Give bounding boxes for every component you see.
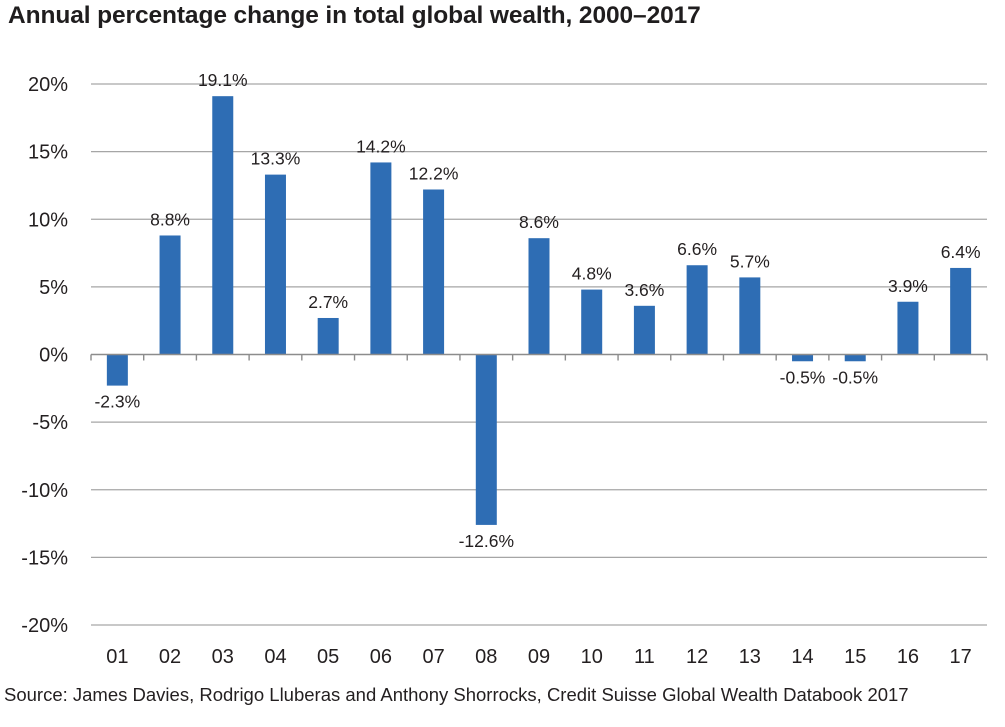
data-label: 19.1% [198, 70, 248, 90]
x-tick-label: 15 [844, 646, 866, 668]
data-label: 3.6% [624, 280, 664, 300]
data-label: 6.6% [677, 239, 717, 259]
y-tick-label: 0% [39, 345, 68, 367]
bar [159, 235, 181, 355]
x-tick-label: 01 [106, 646, 128, 668]
data-label: 8.8% [150, 209, 190, 229]
y-axis-tick-labels: 20% 15% 10% 5% 0% -5% -10% -15% -20% [21, 74, 68, 637]
data-label: 6.4% [941, 242, 981, 262]
bar [370, 162, 392, 355]
x-tick-label: 07 [422, 646, 444, 668]
bar [686, 265, 708, 355]
x-tick-label: 06 [370, 646, 392, 668]
x-tick-label: 09 [528, 646, 550, 668]
bar [950, 267, 972, 355]
data-label: -0.5% [780, 367, 826, 387]
bar [739, 277, 761, 355]
data-label: 12.2% [409, 163, 459, 183]
data-label: -2.3% [94, 392, 140, 412]
x-tick-label: 10 [581, 646, 603, 668]
x-tick-label: 03 [212, 646, 234, 668]
y-tick-label: 10% [28, 209, 68, 231]
x-tick-label: 08 [475, 646, 497, 668]
y-tick-label: -20% [21, 615, 68, 637]
gridlines [91, 83, 987, 626]
bar [264, 174, 286, 355]
x-tick-label: 02 [159, 646, 181, 668]
bars [106, 96, 972, 525]
bar [581, 289, 603, 355]
data-label: 2.7% [308, 292, 348, 312]
source-note: Source: James Davies, Rodrigo Lluberas a… [4, 684, 909, 705]
data-label: 4.8% [572, 264, 612, 284]
bar [528, 238, 550, 355]
x-tick-label: 17 [950, 646, 972, 668]
data-labels: -2.3% 8.8% 19.1% 13.3% 2.7% 14.2%12.2% -12.6% 8… [94, 70, 980, 551]
data-label: 13.3% [251, 149, 301, 169]
x-axis-tick-labels: 01 02 03 04 05 06 07 08 09 10 11 12 13 14 15 16 17 [106, 646, 972, 668]
x-tick-label: 16 [897, 646, 919, 668]
bar [792, 354, 814, 362]
chart-title: Annual percentage change in total global… [8, 2, 701, 29]
x-tick-label: 11 [634, 646, 655, 668]
y-tick-label: -15% [21, 547, 68, 569]
x-tick-label: 14 [791, 646, 813, 668]
data-label: -12.6% [459, 531, 514, 551]
y-tick-label: 5% [39, 277, 68, 299]
x-tick-label: 12 [686, 646, 708, 668]
y-tick-label: -10% [21, 480, 68, 502]
x-tick-label: 13 [739, 646, 761, 668]
x-tick-label: 05 [317, 646, 339, 668]
bar [317, 317, 339, 355]
x-axis [90, 353, 988, 361]
bar [633, 305, 655, 355]
bar [844, 354, 866, 362]
data-label: 14.2% [356, 136, 406, 156]
x-tick-label: 04 [264, 646, 286, 668]
data-label: 5.7% [730, 251, 770, 271]
bar [475, 354, 497, 525]
bar [423, 189, 445, 355]
y-tick-label: 15% [28, 142, 68, 164]
data-label: 8.6% [519, 212, 559, 232]
bar [897, 301, 919, 355]
y-tick-label: 20% [28, 74, 68, 96]
bar [212, 96, 234, 355]
data-label: 3.9% [888, 276, 928, 296]
bar [106, 354, 128, 386]
y-tick-label: -5% [32, 412, 68, 434]
data-label: -0.5% [832, 367, 878, 387]
